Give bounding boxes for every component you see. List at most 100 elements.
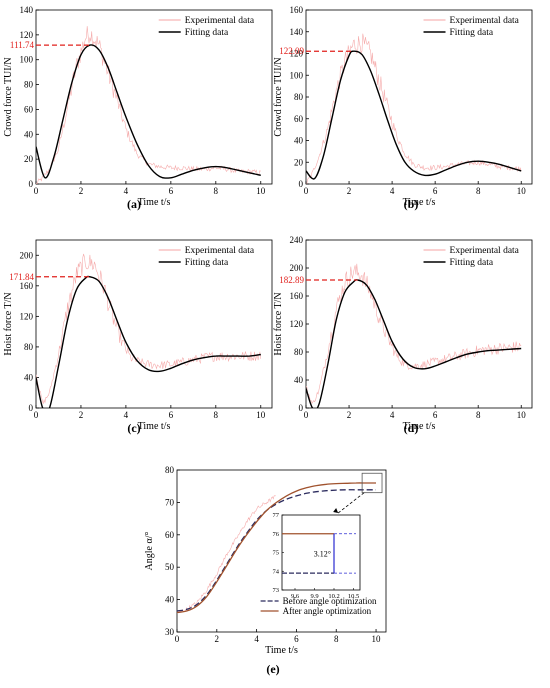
zoom-arrow-head (333, 508, 339, 513)
chart-e: 0 2 4 6 8 10 30 40 50 60 70 80 Time t/s Angle α/° Befo… (144, 465, 387, 676)
plot-frame (176, 469, 387, 633)
x-tick-label: 2 (215, 634, 220, 644)
legend-entry: Experimental data (450, 16, 520, 26)
inset-gap-label: 3.12° (314, 549, 331, 558)
series-experimental (177, 495, 276, 614)
series-experimental (306, 263, 522, 405)
y-tick-label: 30 (165, 627, 175, 637)
panel-label: (a) (127, 197, 141, 211)
x-tick-label: 6 (169, 186, 174, 196)
series-fitting (306, 50, 522, 180)
legend-entry: Fitting data (185, 28, 229, 38)
y-tick-label: 20 (294, 157, 304, 167)
y-tick-label: 0 (299, 403, 304, 413)
x-tick-label: 10 (256, 410, 266, 420)
legend-entry: After angle optimization (283, 606, 372, 616)
y-tick-label: 40 (294, 375, 304, 385)
series-before (177, 489, 376, 612)
x-tick-label: 4 (124, 186, 129, 196)
legend-entry: Fitting data (450, 258, 494, 268)
x-tick-label: 6 (433, 410, 438, 420)
x-tick-label: 8 (334, 634, 339, 644)
y-tick-label: 60 (165, 530, 175, 540)
inset-y-tick-label: 73 (273, 587, 280, 594)
peak-label: 182.89 (279, 275, 304, 285)
y-tick-label: 20 (24, 154, 34, 164)
x-tick-label: 10 (256, 186, 266, 196)
chart-d: 0 2 4 6 8 10 0 40 80 120 160 200 240 Time t/s Hoist fo… (273, 235, 533, 435)
y-tick-label: 240 (290, 235, 304, 245)
y-tick-label: 40 (294, 136, 304, 146)
plot-frame (35, 9, 273, 185)
x-axis-label: Time t/s (138, 197, 171, 208)
series-experimental (36, 253, 262, 404)
series-experimental (36, 26, 261, 184)
y-tick-label: 0 (299, 179, 304, 189)
plot-area (36, 26, 261, 184)
inset-y-tick-label: 76 (273, 531, 280, 538)
legend-entry: Experimental data (185, 246, 255, 256)
peak-label: 171.84 (9, 272, 34, 282)
x-tick-label: 6 (294, 634, 299, 644)
x-tick-label: 8 (476, 186, 481, 196)
y-tick-label: 60 (24, 104, 34, 114)
legend-entry: Experimental data (185, 16, 255, 26)
x-axis-label: Time t/s (403, 421, 436, 432)
inset-x-tick-label: 10.2 (328, 593, 339, 600)
x-tick-label: 2 (347, 186, 352, 196)
legend-entry: Before angle optimization (283, 596, 377, 606)
y-axis-label: Crowd force TUI/N (273, 57, 284, 136)
y-tick-label: 0 (29, 403, 34, 413)
x-tick-label: 0 (304, 186, 309, 196)
series-fitting (36, 44, 261, 179)
y-tick-label: 80 (24, 80, 34, 90)
inset: 9.6 9.9 10.2 10.5 73 74 75 76 77 3.12° (273, 512, 361, 600)
y-axis-label: Angle α/° (144, 532, 155, 571)
series-experimental (306, 33, 522, 184)
panel-label: (e) (266, 662, 279, 676)
y-tick-label: 160 (290, 5, 304, 15)
x-tick-label: 0 (34, 410, 39, 420)
zoom-box (361, 472, 383, 494)
x-tick-label: 8 (476, 410, 481, 420)
x-axis-label: Time t/s (138, 421, 171, 432)
y-tick-label: 120 (20, 311, 34, 321)
x-tick-label: 4 (390, 410, 395, 420)
inset-x-tick-label: 9.6 (291, 593, 300, 600)
x-axis-label: Time t/s (265, 645, 298, 656)
plot-frame (305, 239, 533, 409)
y-tick-label: 80 (294, 347, 304, 357)
y-tick-label: 120 (20, 30, 34, 40)
plot-area (36, 253, 262, 408)
x-tick-label: 4 (254, 634, 259, 644)
series-fitting (36, 275, 261, 408)
y-tick-label: 80 (165, 465, 175, 475)
inset-x-tick-label: 10.5 (348, 593, 359, 600)
series-after (177, 482, 376, 614)
plot-frame (35, 239, 273, 409)
y-tick-label: 40 (165, 595, 175, 605)
y-tick-label: 80 (24, 342, 34, 352)
x-tick-label: 6 (433, 186, 438, 196)
x-tick-label: 0 (34, 186, 39, 196)
panel-label: (d) (404, 421, 419, 435)
y-tick-label: 120 (290, 49, 304, 59)
y-tick-label: 60 (294, 114, 304, 124)
legend-entry: Experimental data (450, 246, 520, 256)
y-tick-label: 160 (20, 281, 34, 291)
plot-area (306, 33, 522, 184)
chart-c: 0 2 4 6 8 10 0 40 80 120 160 200 Time t/s Hoist force… (3, 239, 273, 435)
series-fitting (306, 279, 522, 408)
x-tick-label: 10 (372, 634, 382, 644)
plot-area (177, 482, 376, 614)
plot-frame (305, 9, 533, 185)
panel-label: (c) (127, 421, 140, 435)
peak-label: 111.74 (10, 40, 35, 50)
x-tick-label: 2 (79, 186, 84, 196)
x-tick-label: 8 (214, 410, 219, 420)
y-tick-label: 40 (24, 129, 34, 139)
inset-y-tick-label: 75 (273, 550, 280, 557)
